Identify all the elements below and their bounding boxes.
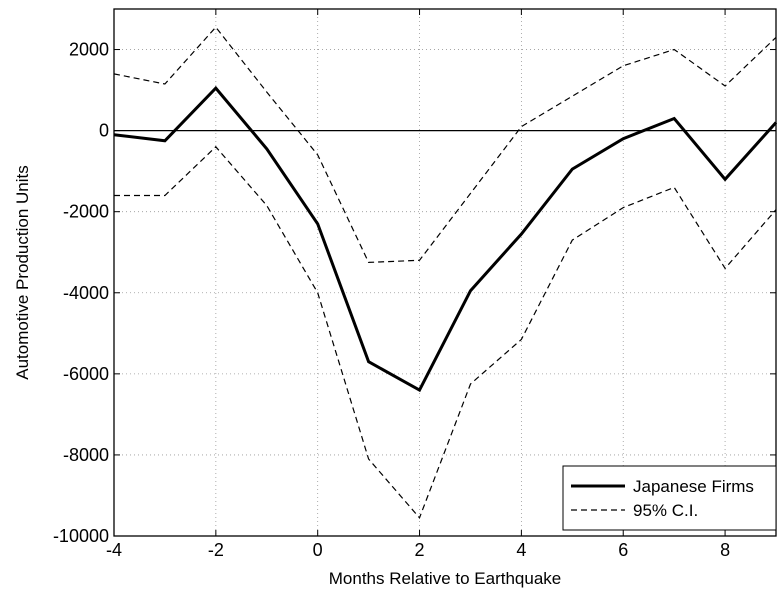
tick-layer: -4 -2 0 2 4 6 8 2000 0 -2000 -4000 -6000 -8000 -10000 [53, 9, 776, 560]
ci-lower-line [114, 145, 777, 519]
x-tick-label: 2 [415, 540, 425, 560]
legend-box [562, 465, 777, 531]
x-tick-label: -2 [208, 540, 224, 560]
y-tick-label: 0 [99, 121, 109, 141]
y-axis-label: Automotive Production Units [13, 165, 32, 380]
plot-frame [113, 8, 777, 537]
series-line-japanese-firms [113, 85, 777, 393]
y-tick-label: -8000 [63, 445, 109, 465]
x-tick-label: 8 [720, 540, 730, 560]
legend: Japanese Firms 95% C.I. [562, 465, 777, 531]
y-tick-label: -10000 [53, 526, 109, 546]
y-tick-label: 2000 [69, 40, 109, 60]
x-tick-label: 0 [313, 540, 323, 560]
y-tick-label: -6000 [63, 364, 109, 384]
ci-upper-line [113, 26, 777, 264]
series-layer [113, 26, 777, 519]
x-tick-label: 6 [618, 540, 628, 560]
x-axis-label: Months Relative to Earthquake [329, 569, 561, 588]
legend-label-ci: 95% C.I. [633, 501, 698, 520]
grid-layer [113, 9, 776, 537]
x-tick-label: 4 [516, 540, 526, 560]
y-tick-label: -4000 [63, 283, 109, 303]
legend-label-japanese-firms: Japanese Firms [633, 477, 754, 496]
x-tick-label: -4 [106, 540, 122, 560]
y-tick-label: -2000 [63, 202, 109, 222]
